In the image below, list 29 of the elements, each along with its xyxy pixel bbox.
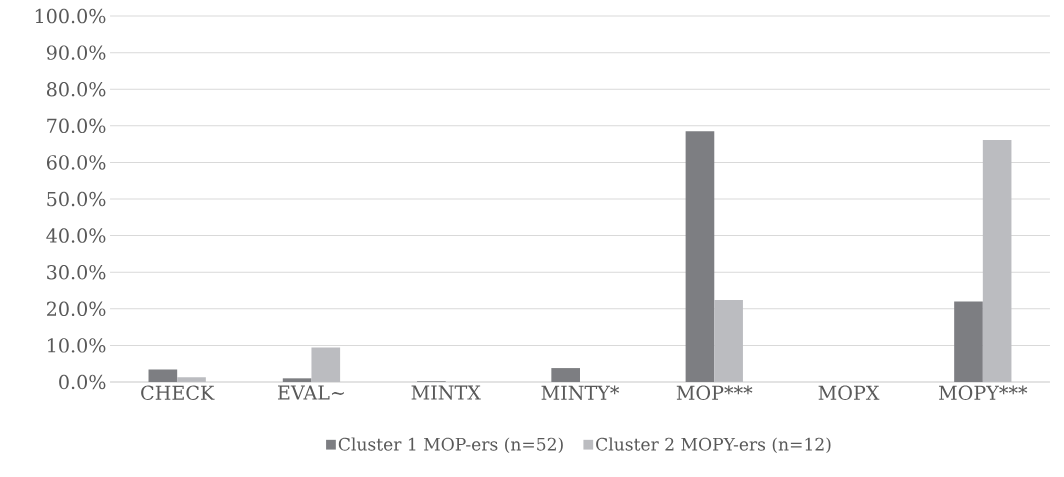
y-tick-label: 90.0% <box>46 45 106 61</box>
x-tick-label: MINTX <box>411 385 481 400</box>
x-tick-label: MOPY*** <box>939 385 1028 401</box>
x-tick-label: EVAL~ <box>277 385 344 400</box>
bar <box>311 347 341 383</box>
x-tick-label: MOP*** <box>676 385 753 401</box>
y-tick-label: 30.0% <box>47 265 106 280</box>
x-tick-label: MOPX <box>818 385 880 401</box>
legend-label: Cluster 2 MOPY-ers (n=12) <box>596 437 831 454</box>
x-tick-label: MINTY* <box>541 385 620 401</box>
y-tick-label: 40.0% <box>46 228 106 244</box>
bar <box>954 301 983 383</box>
bar <box>148 369 178 383</box>
y-tick-label: 0.0% <box>59 374 106 390</box>
legend-label: Cluster 1 MOP-ers (n=52) <box>338 437 563 454</box>
y-tick-label: 100.0% <box>35 9 106 24</box>
y-tick-label: 50.0% <box>47 192 106 207</box>
y-tick-label: 60.0% <box>46 155 106 170</box>
bar <box>177 377 206 383</box>
y-tick-label: 10.0% <box>48 338 106 353</box>
bar <box>982 140 1012 383</box>
bar <box>282 378 312 383</box>
y-tick-label: 70.0% <box>47 118 106 134</box>
y-tick-label: 20.0% <box>46 301 106 317</box>
bar <box>714 300 743 383</box>
bar <box>685 131 715 383</box>
bar <box>551 368 580 383</box>
y-tick-label: 80.0% <box>46 82 106 97</box>
x-tick-label: CHECK <box>141 385 215 401</box>
